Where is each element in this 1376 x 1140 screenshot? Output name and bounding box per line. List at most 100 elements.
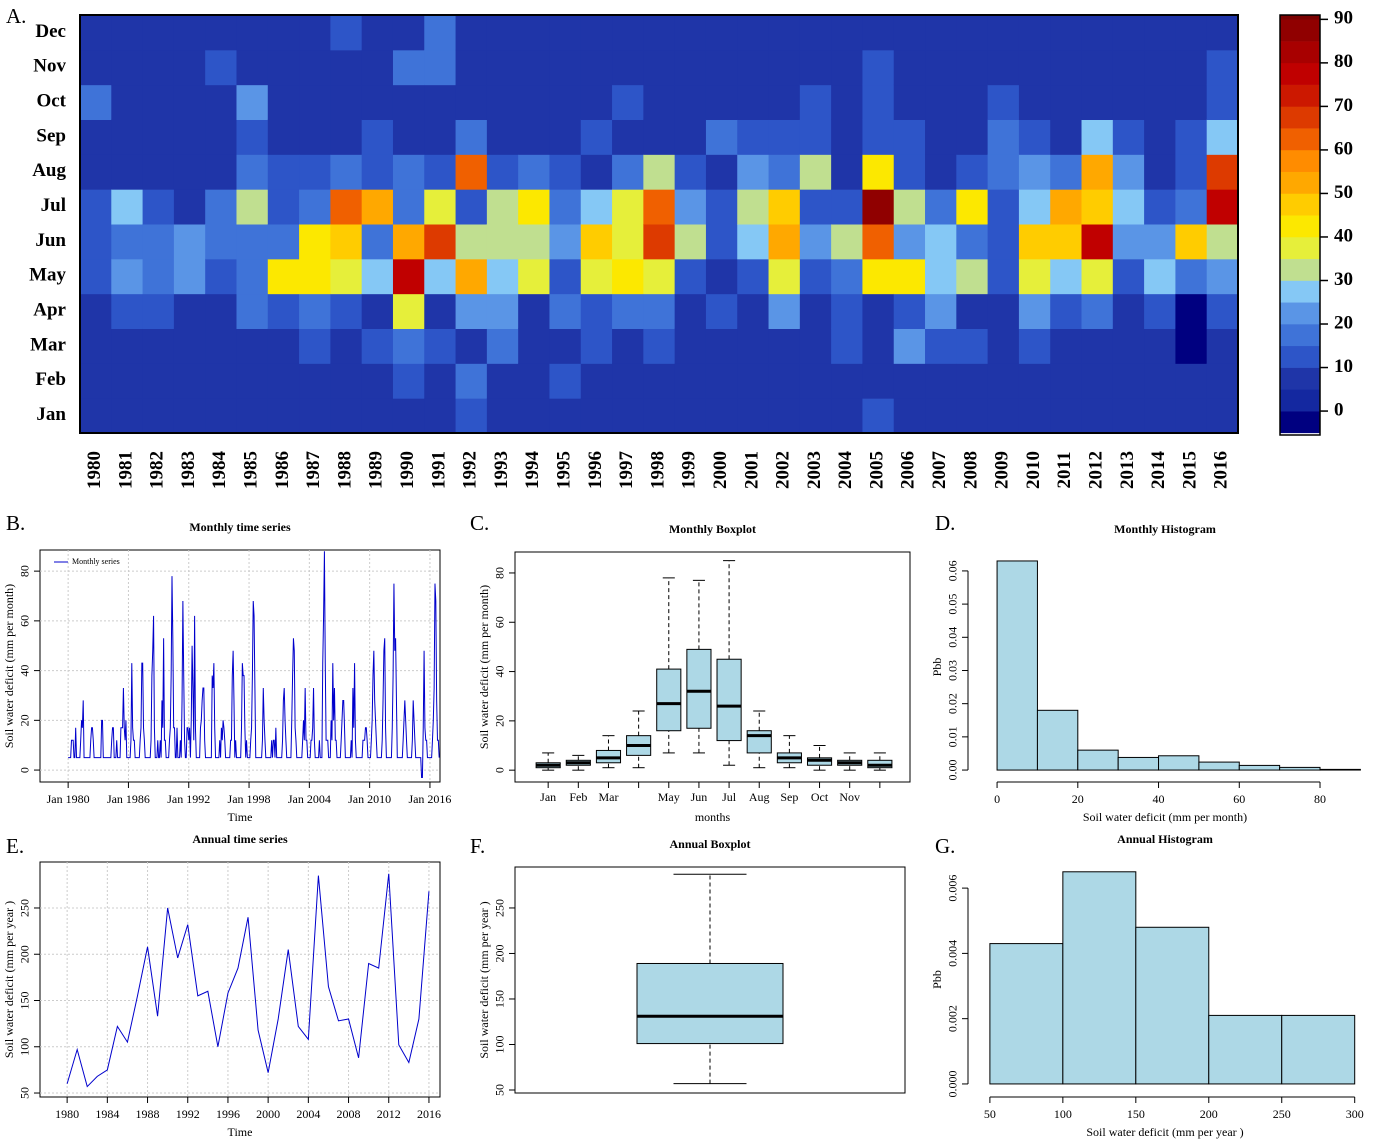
heat-cell [580, 119, 613, 155]
heat-cell [768, 258, 801, 295]
chart-title: Annual time series [192, 832, 288, 846]
heat-cell [518, 49, 550, 86]
heat-cell [580, 293, 613, 329]
heat-cell [674, 84, 707, 120]
x-tick-label: 2008 [337, 1107, 361, 1121]
heat-cell [1018, 15, 1051, 51]
heat-cell [799, 293, 832, 329]
heat-cell [831, 15, 863, 51]
colorbar-band [1280, 15, 1320, 20]
heat-cell [392, 258, 425, 295]
x-tick-label: Jan 1998 [228, 792, 271, 806]
x-tick-label: 20 [1072, 792, 1084, 806]
heat-cell [580, 363, 613, 399]
heat-cell [987, 293, 1020, 329]
heat-cell [1206, 49, 1239, 86]
heat-cell [392, 84, 425, 120]
heat-cell [737, 293, 770, 329]
heat-cell [1081, 15, 1114, 51]
heat-cell [1144, 293, 1176, 329]
heat-cell [925, 398, 957, 434]
box [716, 658, 742, 742]
heat-cell [1112, 328, 1145, 364]
year-label: 2002 [773, 451, 794, 489]
heat-cell [925, 224, 957, 260]
heat-cell [643, 363, 676, 399]
heat-cell [142, 398, 175, 434]
colorbar-band [1280, 280, 1320, 303]
chart-title: Monthly time series [189, 520, 291, 534]
heat-cell [612, 363, 644, 399]
heat-cell [361, 363, 394, 399]
heat-cell [768, 224, 801, 260]
y-tick-label: 40 [18, 665, 32, 677]
heat-cell [862, 328, 895, 364]
heat-cell [267, 328, 300, 364]
heat-cell [486, 258, 519, 295]
heat-cell [486, 363, 519, 399]
y-tick-label: 150 [493, 990, 507, 1008]
heat-cell [267, 363, 300, 399]
heat-cell [424, 119, 457, 155]
heat-cell [705, 49, 738, 86]
heat-cell [643, 258, 676, 295]
year-label: 2000 [710, 451, 731, 489]
x-tick-label: May [658, 790, 680, 804]
colorbar-band [1280, 84, 1320, 107]
y-tick-label: 100 [493, 1035, 507, 1053]
heat-cell [799, 328, 832, 364]
colorbar-label: 80 [1334, 51, 1353, 72]
x-tick-label: 1992 [176, 1107, 200, 1121]
x-axis-label: months [695, 810, 731, 824]
heat-cell [486, 15, 519, 51]
heat-cell [549, 119, 582, 155]
x-tick-label: 2016 [417, 1107, 441, 1121]
y-tick-label: 250 [18, 899, 32, 917]
month-label: Apr [33, 299, 66, 320]
x-tick-label: Jan [540, 790, 556, 804]
hist-bar [1117, 756, 1160, 771]
heat-cell [705, 293, 738, 329]
heat-cell [549, 258, 582, 295]
heat-cell [705, 363, 738, 399]
heat-cell [987, 15, 1020, 51]
year-label: 1984 [209, 451, 230, 490]
colorbar-band [1280, 389, 1320, 412]
panel-label: E. [6, 834, 24, 858]
panel-label: F. [470, 834, 485, 858]
heat-cell [111, 189, 144, 225]
heat-cell [1081, 84, 1114, 120]
heat-cell [142, 258, 175, 295]
box [746, 730, 772, 754]
heat-cell [799, 154, 832, 190]
heat-cell [643, 84, 676, 120]
month-label: Jun [35, 230, 66, 251]
heat-cell [267, 84, 300, 120]
x-tick-label: Jul [722, 790, 737, 804]
heat-cell [768, 15, 801, 51]
heat-cell [831, 258, 863, 295]
month-label: Dec [35, 21, 66, 42]
heat-cell [299, 154, 331, 190]
heat-cell [392, 119, 425, 155]
heat-cell [1144, 398, 1176, 434]
heat-cell [862, 15, 895, 51]
colorbar-band [1280, 324, 1320, 347]
heat-cell [173, 258, 206, 295]
heat-cell [799, 189, 832, 225]
colorbar-label: 40 [1334, 225, 1353, 246]
y-tick-label: 80 [18, 565, 32, 577]
plot-frame [39, 549, 441, 783]
y-tick-label: 250 [493, 899, 507, 917]
x-axis-label: Time [228, 810, 253, 824]
x-tick-label: 2000 [256, 1107, 280, 1121]
heat-cell [1144, 258, 1176, 295]
heat-cell [236, 328, 269, 364]
year-label: 1998 [647, 451, 668, 489]
heat-cell [1175, 154, 1208, 190]
heat-cell [956, 189, 989, 225]
heat-cell [361, 189, 394, 225]
heat-cell [424, 328, 457, 364]
year-label: 1987 [303, 451, 324, 490]
hist-bar [1062, 871, 1137, 1085]
